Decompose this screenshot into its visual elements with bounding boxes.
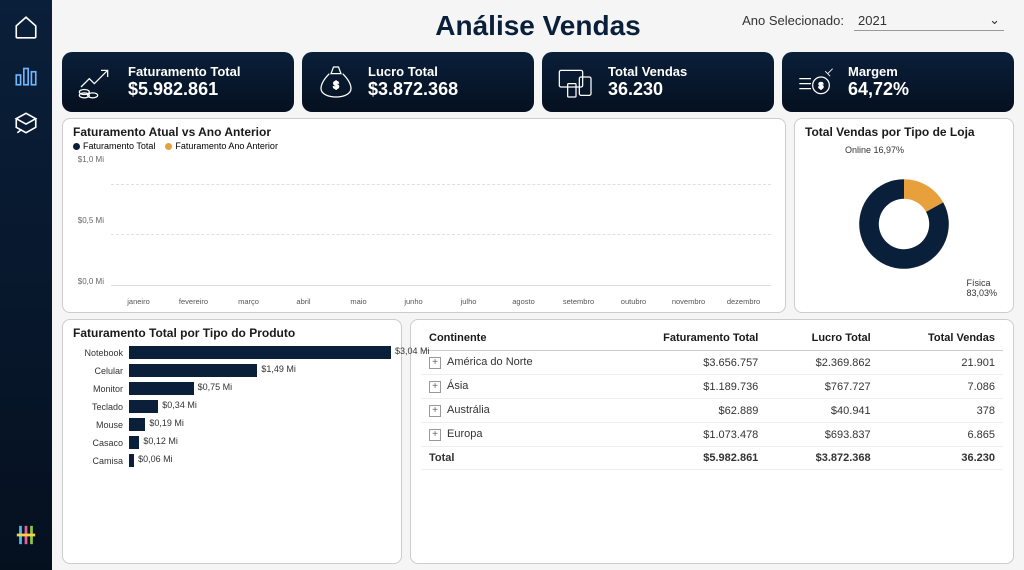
bar-chart: $1,0 Mi$0,5 Mi$0,0 Mi janeirofevereiroma… (73, 155, 775, 306)
nav-logo-icon[interactable] (11, 520, 41, 550)
expand-icon[interactable]: + (429, 357, 441, 369)
money-bag-icon: $ (316, 62, 356, 102)
row-charts: Faturamento Atual vs Ano Anterior Fatura… (62, 118, 1014, 313)
hbar-card: Faturamento Total por Tipo do Produto No… (62, 319, 402, 564)
kpi-label: Lucro Total (368, 64, 458, 79)
hbar-row: Monitor $0,75 Mi (73, 382, 391, 395)
continent-table: ContinenteFaturamento TotalLucro TotalTo… (421, 326, 1003, 470)
devices-icon (556, 62, 596, 102)
kpi-card: $ Margem 64,72% (782, 52, 1014, 112)
hbar-label: Notebook (73, 348, 123, 358)
page-title: Análise Vendas (435, 10, 640, 42)
table-header[interactable]: Continente (421, 326, 600, 351)
sidebar (0, 0, 52, 570)
hbar-label: Teclado (73, 402, 123, 412)
expand-icon[interactable]: + (429, 429, 441, 441)
hbar-label: Celular (73, 366, 123, 376)
year-label: Ano Selecionado: (742, 13, 844, 28)
hbar-row: Celular $1,49 Mi (73, 364, 391, 377)
hbar-chart: Notebook $3,04 Mi Celular $1,49 Mi Monitor… (73, 342, 391, 557)
hbar-row: Casaco $0,12 Mi (73, 436, 391, 449)
donut-label-fisica: Física 83,03% (966, 278, 997, 298)
margin-icon: $ (796, 62, 836, 102)
table-row: +Austrália$62.889$40.941378 (421, 399, 1003, 423)
main-content: Análise Vendas Ano Selecionado: 2021 ⌄ F… (52, 0, 1024, 570)
svg-text:$: $ (333, 81, 339, 92)
trend-coins-icon (76, 62, 116, 102)
donut-title: Total Vendas por Tipo de Loja (805, 125, 1003, 139)
expand-icon[interactable]: + (429, 381, 441, 393)
bar-chart-title: Faturamento Atual vs Ano Anterior (73, 125, 775, 139)
bar-chart-card: Faturamento Atual vs Ano Anterior Fatura… (62, 118, 786, 313)
header: Análise Vendas Ano Selecionado: 2021 ⌄ (62, 6, 1014, 46)
kpi-value: $5.982.861 (128, 79, 240, 100)
kpi-label: Margem (848, 64, 909, 79)
donut-label-online: Online 16,97% (845, 145, 904, 155)
year-dropdown[interactable]: 2021 ⌄ (854, 10, 1004, 31)
year-selector: Ano Selecionado: 2021 ⌄ (742, 10, 1004, 31)
hbar-title: Faturamento Total por Tipo do Produto (73, 326, 391, 340)
kpi-label: Faturamento Total (128, 64, 240, 79)
table-row: +Europa$1.073.478$693.8376.865 (421, 423, 1003, 447)
table-header[interactable]: Faturamento Total (600, 326, 766, 351)
kpi-value: $3.872.368 (368, 79, 458, 100)
kpi-label: Total Vendas (608, 64, 687, 79)
year-value: 2021 (858, 13, 887, 28)
kpi-value: 64,72% (848, 79, 909, 100)
hbar-row: Camisa $0,06 Mi (73, 454, 391, 467)
kpi-value: 36.230 (608, 79, 687, 100)
kpi-row: Faturamento Total $5.982.861$ Lucro Tota… (62, 52, 1014, 112)
row-bottom: Faturamento Total por Tipo do Produto No… (62, 319, 1014, 564)
table-row: +Ásia$1.189.736$767.7277.086 (421, 375, 1003, 399)
hbar-label: Camisa (73, 456, 123, 466)
hbar-label: Casaco (73, 438, 123, 448)
expand-icon[interactable]: + (429, 405, 441, 417)
table-total-row: Total$5.982.861$3.872.36836.230 (421, 447, 1003, 470)
hbar-row: Mouse $0,19 Mi (73, 418, 391, 431)
legend-label: Faturamento Total (83, 141, 155, 151)
table-header[interactable]: Total Vendas (879, 326, 1003, 351)
kpi-card: $ Lucro Total $3.872.368 (302, 52, 534, 112)
legend-label: Faturamento Ano Anterior (175, 141, 278, 151)
table-card: ContinenteFaturamento TotalLucro TotalTo… (410, 319, 1014, 564)
table-header[interactable]: Lucro Total (766, 326, 878, 351)
nav-analytics-icon[interactable] (11, 60, 41, 90)
chevron-down-icon: ⌄ (989, 12, 1000, 28)
table-row: +América do Norte$3.656.757$2.369.86221.… (421, 351, 1003, 375)
nav-home-icon[interactable] (11, 12, 41, 42)
hbar-label: Monitor (73, 384, 123, 394)
hbar-label: Mouse (73, 420, 123, 430)
donut-chart: Online 16,97% Física 83,03% (805, 141, 1003, 306)
svg-text:$: $ (819, 81, 824, 91)
kpi-card: Total Vendas 36.230 (542, 52, 774, 112)
hbar-row: Notebook $3,04 Mi (73, 346, 391, 359)
donut-card: Total Vendas por Tipo de Loja Online 16,… (794, 118, 1014, 313)
bar-chart-legend: Faturamento Total Faturamento Ano Anteri… (73, 141, 775, 151)
nav-returns-icon[interactable] (11, 108, 41, 138)
hbar-row: Teclado $0,34 Mi (73, 400, 391, 413)
kpi-card: Faturamento Total $5.982.861 (62, 52, 294, 112)
